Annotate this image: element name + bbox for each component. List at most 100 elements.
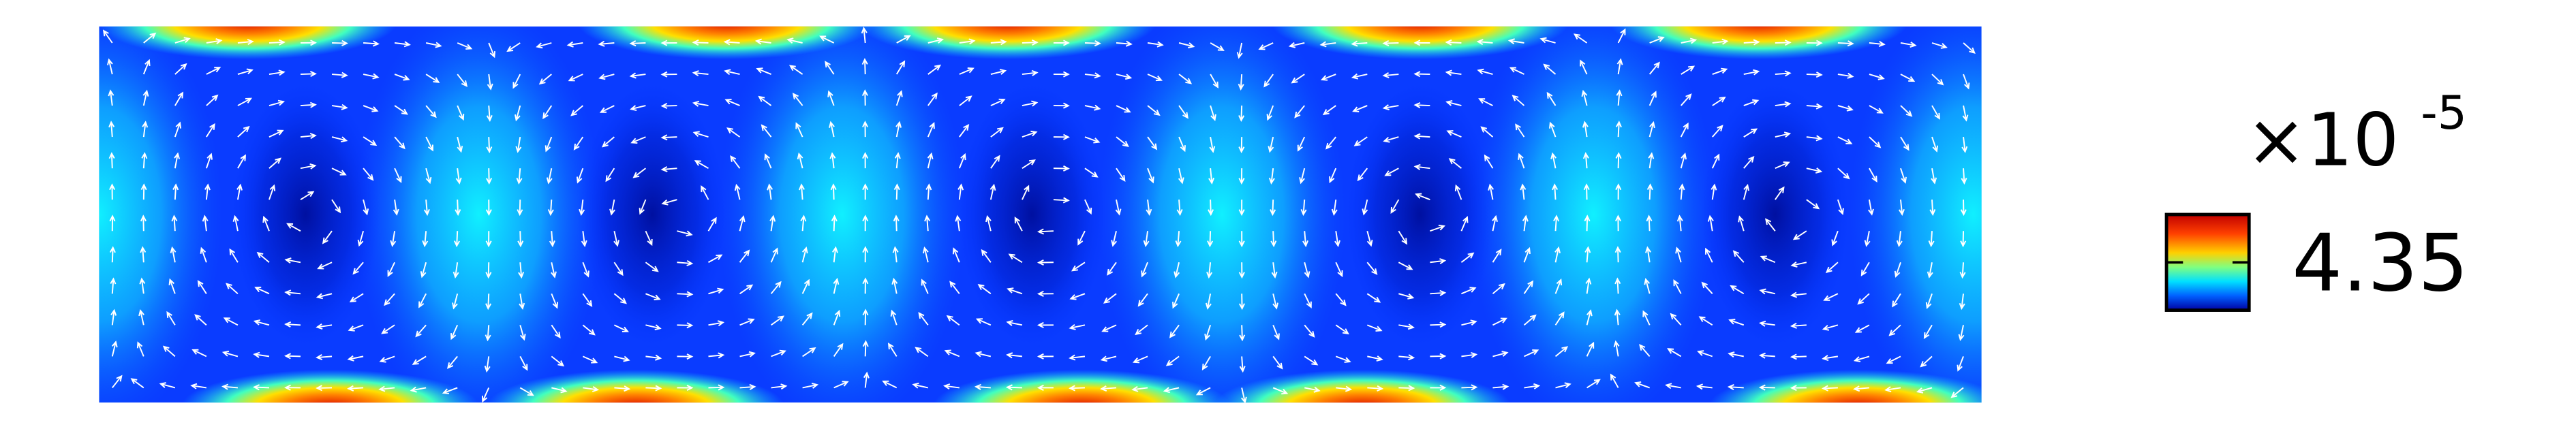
arrow [660,134,677,141]
arrow [1492,249,1502,263]
arrow [363,168,374,181]
arrow [944,349,960,358]
arrow [1398,293,1415,300]
arrow [570,105,583,116]
arrow [1178,136,1186,153]
arrow [921,279,929,294]
arrow [455,200,461,217]
arrow [174,37,191,44]
arrow [384,293,395,306]
arrow [455,168,462,185]
arrow [1554,278,1563,294]
arrow [1069,293,1086,300]
arrow [106,58,113,75]
arrow [1022,69,1039,76]
arrow [1445,100,1462,107]
arrow [1460,216,1469,232]
arrow [660,39,677,46]
arrow [896,35,911,44]
arrow [1069,354,1086,361]
arrow [174,91,184,106]
arrow [977,284,992,295]
arrow [1100,385,1117,392]
arrow [566,41,583,48]
arrow [206,67,221,75]
arrow [1116,168,1126,182]
arrow [974,383,991,390]
arrow [347,385,364,392]
arrow [1743,156,1755,169]
arrow [862,277,869,294]
arrow [1147,74,1163,82]
arrow [708,352,725,359]
arrow [1492,214,1498,232]
arrow [110,308,117,325]
arrow [204,183,211,200]
arrow [990,183,996,200]
arrow [363,105,379,112]
arrow [1931,42,1948,49]
arrow [701,185,709,200]
arrow [1291,74,1305,84]
arrow [629,40,646,47]
arrow [300,39,317,46]
arrow [1238,200,1245,217]
arrow [1929,200,1936,217]
vortex-core [957,82,1107,347]
arrow [1288,42,1305,48]
arrow [171,214,178,232]
arrow [758,95,772,106]
arrow [645,385,662,392]
arrow [1480,126,1494,138]
arrow [450,324,459,340]
arrow [1634,381,1650,389]
arrow [316,354,333,361]
arrow [536,42,552,49]
arrow [454,231,460,248]
arrow [191,349,207,358]
arrow [1239,325,1246,342]
arrow [1614,246,1621,263]
arrow [1583,183,1590,200]
arrow [605,168,615,182]
arrow [1928,231,1935,248]
arrow [1146,200,1152,216]
arrow [363,199,369,216]
arrow [1555,382,1571,389]
arrow [1705,247,1713,263]
arrow [1738,215,1745,232]
arrow [1210,74,1219,89]
arrow [1758,384,1775,391]
arrow [1898,200,1905,217]
arrow [393,200,399,216]
arrow [1775,186,1785,200]
arrow [1299,168,1306,185]
arrow [197,280,207,294]
arrow [381,324,395,334]
arrow [1524,383,1541,390]
arrow [232,214,239,232]
arrow [1680,93,1692,106]
arrow [1210,42,1225,51]
arrow [237,39,254,46]
arrow [990,39,1007,46]
arrow [1507,38,1524,45]
arrow [1461,351,1478,358]
arrow [1673,279,1682,294]
arrow [1107,261,1117,276]
arrow [912,382,928,389]
arrow [1610,373,1619,388]
arrow [286,223,301,232]
arrow [1900,168,1907,184]
arrow [1961,137,1968,153]
arrow [1006,319,1023,326]
arrow [927,37,945,44]
vortex-core [578,82,727,347]
arrow [253,351,270,358]
arrow [568,74,583,82]
arrow [1667,348,1682,358]
arrow [1957,356,1964,372]
cyan-band [1849,26,1982,403]
arrow [887,343,898,357]
arrow [1959,293,1965,311]
